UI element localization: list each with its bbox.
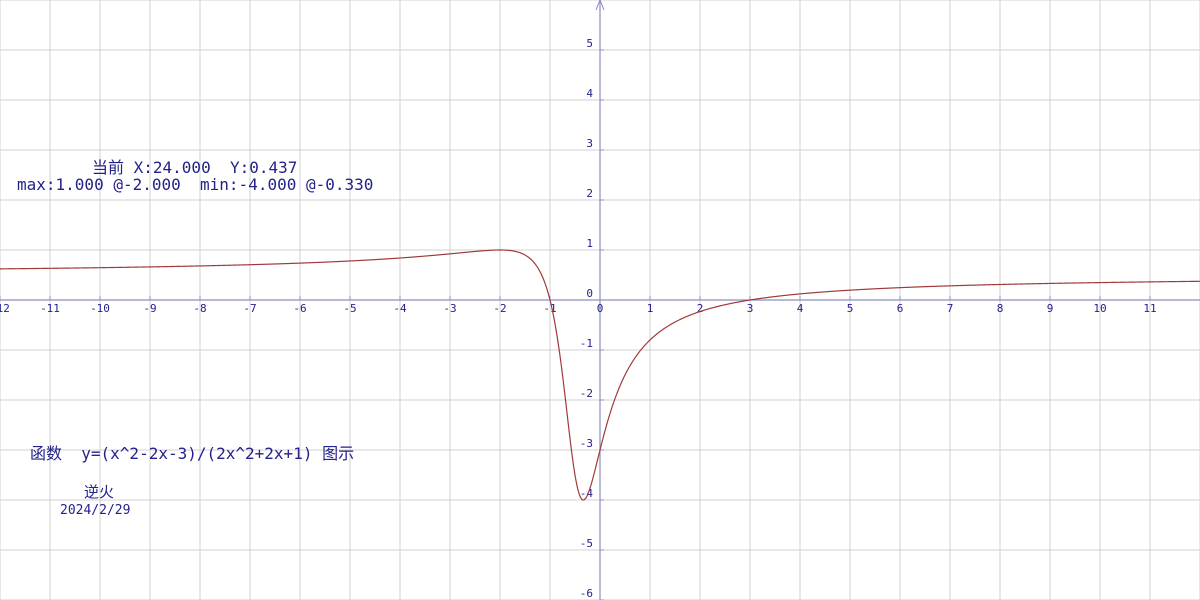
- x-tick-label: -7: [243, 302, 256, 315]
- y-tick-label: -2: [580, 387, 593, 400]
- x-tick-label: -3: [443, 302, 456, 315]
- x-tick-label: -11: [40, 302, 60, 315]
- chart-title: 函数 y=(x^2-2x-3)/(2x^2+2x+1) 图示: [30, 444, 355, 463]
- x-tick-label: 7: [947, 302, 954, 315]
- y-tick-label: 3: [586, 137, 593, 150]
- x-tick-label: 6: [897, 302, 904, 315]
- x-tick-label: -10: [90, 302, 110, 315]
- x-tick-label: 11: [1143, 302, 1156, 315]
- y-tick-label: 0: [586, 287, 593, 300]
- x-tick-label: -9: [143, 302, 156, 315]
- x-tick-label: 10: [1093, 302, 1106, 315]
- x-tick-label: 1: [647, 302, 654, 315]
- y-tick-label: 5: [586, 37, 593, 50]
- author-label: 逆火: [84, 483, 115, 501]
- x-tick-label: -6: [293, 302, 306, 315]
- y-tick-label: -6: [580, 587, 593, 600]
- y-tick-label: 2: [586, 187, 593, 200]
- x-tick-label: 4: [797, 302, 804, 315]
- y-tick-label: 1: [586, 237, 593, 250]
- date-label: 2024/2/29: [60, 503, 131, 518]
- x-tick-label: -12: [0, 302, 10, 315]
- x-tick-label: -5: [343, 302, 356, 315]
- function-curve: [0, 249, 1200, 501]
- x-tick-label: 2: [697, 302, 704, 315]
- y-tick-label: -4: [580, 487, 594, 500]
- x-tick-label: 9: [1047, 302, 1054, 315]
- extrema-readout: max:1.000 @-2.000 min:-4.000 @-0.330: [17, 175, 374, 194]
- y-tick-label: -1: [580, 337, 593, 350]
- x-tick-label: -8: [193, 302, 206, 315]
- x-tick-label: 3: [747, 302, 754, 315]
- y-tick-label: -3: [580, 437, 593, 450]
- current-readout: 当前 X:24.000 Y:0.437: [92, 158, 298, 177]
- x-tick-label: -4: [393, 302, 407, 315]
- x-tick-label: 8: [997, 302, 1004, 315]
- x-tick-label: 0: [597, 302, 604, 315]
- y-tick-label: 4: [586, 87, 593, 100]
- x-tick-label: -1: [543, 302, 556, 315]
- y-axis-arrow: [595, 0, 605, 11]
- y-tick-label: -5: [580, 537, 593, 550]
- x-tick-label: -2: [493, 302, 506, 315]
- x-tick-label: 5: [847, 302, 854, 315]
